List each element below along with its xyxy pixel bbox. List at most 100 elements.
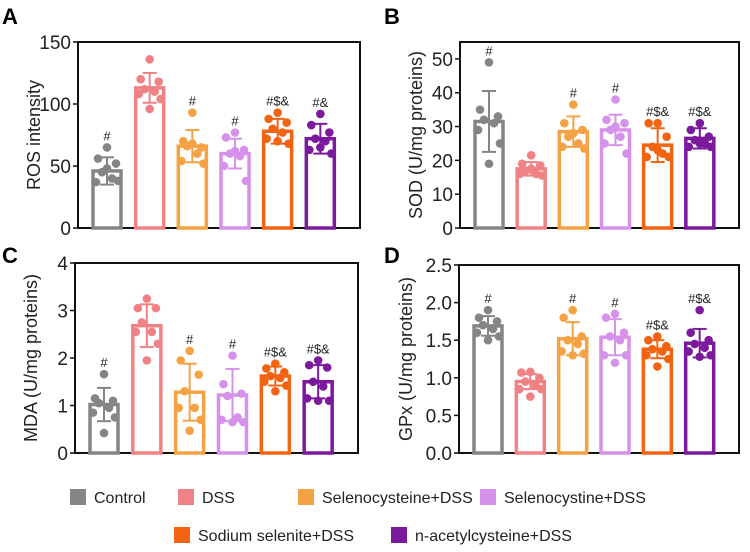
data-point	[228, 351, 237, 360]
data-point	[526, 164, 536, 174]
y-tick-label: 0.5	[426, 406, 452, 427]
data-point	[154, 77, 163, 86]
data-point	[644, 335, 653, 345]
data-point	[197, 143, 206, 152]
y-axis-label: MDA (U/mg proteins)	[21, 274, 41, 442]
data-point	[695, 118, 705, 128]
bar-DSS	[133, 86, 166, 230]
significance-label: #	[570, 86, 578, 101]
y-tick-label: 10	[432, 185, 453, 206]
data-point	[535, 373, 544, 383]
y-tick-label: 0	[60, 219, 71, 240]
data-point	[104, 403, 114, 413]
data-point	[492, 317, 502, 326]
data-point	[610, 309, 620, 319]
panel-label: B	[384, 4, 400, 29]
data-point	[239, 145, 249, 155]
data-point	[488, 324, 498, 334]
data-point	[153, 339, 163, 349]
data-point	[494, 332, 504, 341]
data-point	[600, 139, 609, 148]
data-point	[483, 305, 493, 315]
data-point	[193, 149, 202, 158]
significance-label: #$&	[688, 291, 711, 306]
data-point	[619, 328, 629, 337]
data-point	[615, 335, 625, 345]
data-point	[131, 327, 141, 337]
data-point	[706, 142, 716, 152]
data-point	[150, 87, 159, 96]
data-point	[653, 362, 662, 371]
data-point	[228, 417, 237, 427]
data-point	[602, 115, 611, 125]
data-point	[147, 327, 157, 337]
data-point	[695, 139, 705, 148]
data-point	[568, 305, 577, 315]
data-point	[266, 371, 275, 381]
y-tick-label: 30	[432, 118, 453, 139]
data-point	[264, 114, 273, 124]
data-point	[93, 154, 103, 163]
y-tick-label: 1.5	[426, 331, 452, 352]
legend-label: Selenocysteine+DSS	[322, 490, 473, 507]
y-tick-label: 50	[50, 157, 71, 178]
y-tick-label: 0	[442, 219, 453, 240]
data-point	[616, 132, 625, 141]
data-point	[684, 142, 694, 152]
data-point	[537, 384, 546, 394]
data-point	[327, 149, 336, 158]
plot-frame	[459, 41, 740, 229]
data-point	[230, 128, 240, 137]
data-point	[526, 392, 535, 401]
data-point	[185, 346, 194, 356]
data-point	[188, 108, 197, 117]
y-axis-label: GPx (U/mg proteins)	[396, 277, 416, 441]
panel-B: B 0 10 20 30 40 50 SOD (U/mg proteins) # # # #$& #$&	[384, 4, 740, 240]
data-point	[664, 354, 673, 364]
data-point	[190, 403, 199, 413]
data-point	[557, 347, 566, 356]
y-tick-label: 40	[432, 84, 453, 105]
data-point	[642, 152, 651, 162]
data-point	[102, 164, 112, 173]
data-point	[307, 120, 316, 130]
data-point	[611, 122, 620, 131]
y-tick-label: 1	[57, 397, 68, 418]
data-point	[284, 139, 293, 148]
data-point	[658, 347, 667, 356]
data-point	[276, 373, 285, 383]
panel-D: D 0.0 0.5 1.0 1.5 2.0 2.5 GPx (U/mg proteins) # #…	[384, 243, 740, 465]
data-point	[302, 394, 312, 403]
significance-label: #	[103, 128, 111, 143]
data-point	[174, 403, 183, 413]
significance-label: #	[189, 94, 197, 109]
data-point	[94, 398, 104, 408]
y-tick-label: 3	[57, 302, 68, 323]
data-point	[493, 112, 503, 121]
data-point	[704, 132, 714, 141]
y-tick-label: 2.5	[426, 256, 452, 277]
data-point	[568, 350, 577, 360]
data-point	[313, 356, 323, 365]
data-point	[271, 386, 280, 396]
data-point	[489, 118, 499, 128]
data-point	[690, 339, 699, 349]
data-point	[325, 128, 334, 137]
data-point	[88, 408, 98, 417]
data-point	[569, 129, 578, 138]
data-point	[142, 356, 152, 365]
data-point	[230, 146, 240, 156]
y-tick-label: 0	[57, 444, 68, 465]
data-point	[526, 150, 536, 160]
y-tick-label: 4	[57, 254, 68, 275]
data-point	[194, 370, 203, 379]
legend-item: DSS	[178, 489, 235, 507]
significance-label: #$&	[307, 341, 330, 356]
significance-label: #$&	[264, 345, 287, 360]
data-point	[644, 118, 653, 128]
data-point	[535, 161, 545, 170]
data-point	[569, 100, 578, 109]
data-point	[621, 350, 631, 360]
data-point	[700, 343, 709, 353]
